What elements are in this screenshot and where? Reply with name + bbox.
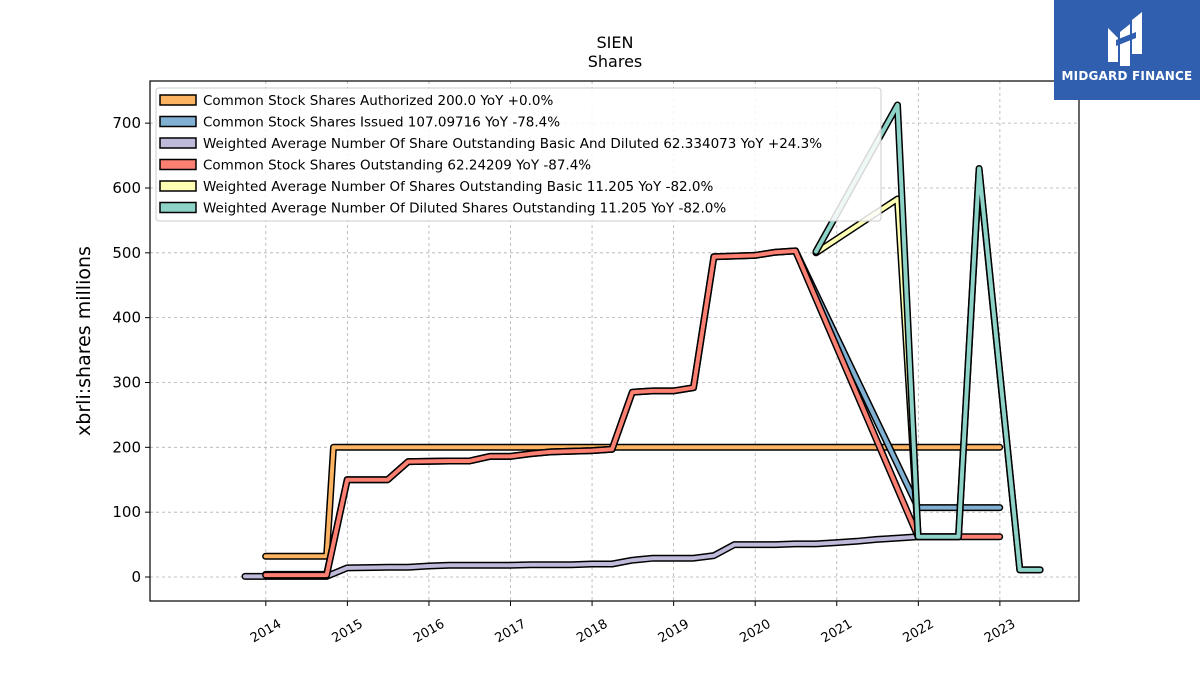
legend-label-6: Weighted Average Number Of Diluted Share…	[203, 201, 726, 217]
series-line-3	[243, 534, 921, 579]
legend-label-5: Weighted Average Number Of Shares Outsta…	[203, 179, 714, 195]
series-lines	[241, 101, 1044, 580]
x-tick-label: 2019	[656, 617, 692, 647]
series-outline-2	[262, 247, 1004, 578]
x-tick-label: 2021	[819, 617, 855, 647]
x-tick-label: 2015	[330, 617, 366, 647]
y-tick-label: 100	[112, 503, 141, 521]
legend-label-1: Common Stock Shares Authorized 200.0 YoY…	[203, 93, 553, 109]
legend-swatch-5	[159, 180, 197, 192]
legend-swatch-3	[159, 137, 197, 149]
series-outline-4	[262, 247, 1004, 579]
y-tick-label: 700	[112, 114, 141, 132]
legend-label-2: Common Stock Shares Issued 107.09716 YoY…	[203, 115, 560, 131]
y-axis-label: xbrli:shares millions	[73, 246, 95, 436]
plot-frame	[149, 80, 1080, 602]
legend: Common Stock Shares Authorized 200.0 YoY…	[155, 87, 882, 222]
legend-swatch-6	[159, 201, 197, 214]
series-line-2	[263, 248, 1002, 577]
y-tick-label: 400	[112, 309, 141, 327]
y-axis-ticks: 0 100 200 300 400 500 600 700	[112, 114, 150, 586]
legend-label-4: Common Stock Shares Outstanding 62.24209…	[203, 158, 591, 174]
x-tick-label: 2018	[574, 617, 610, 647]
legend-swatch-2	[159, 115, 197, 128]
legend-swatch-1	[159, 94, 197, 106]
brand-logo: MIDGARD FINANCE	[1054, 0, 1200, 100]
y-tick-label: 300	[112, 373, 141, 391]
x-tick-label: 2022	[900, 617, 936, 647]
legend-label-3: Weighted Average Number Of Share Outstan…	[203, 136, 822, 152]
series-line-4	[263, 248, 1002, 578]
x-tick-label: 2023	[982, 617, 1018, 647]
series-line-6	[814, 103, 1043, 572]
y-tick-label: 500	[112, 244, 141, 262]
y-tick-label: 0	[131, 568, 141, 586]
x-tick-label: 2017	[493, 617, 529, 647]
logo-mark-icon	[1108, 12, 1142, 66]
x-tick-label: 2016	[411, 617, 447, 647]
x-tick-label: 2014	[248, 617, 284, 647]
x-tick-label: 2020	[737, 617, 773, 647]
logo-text: MIDGARD FINANCE	[1061, 69, 1193, 83]
chart-title: SIEN	[597, 33, 634, 52]
chart-subtitle: Shares	[588, 52, 643, 71]
x-axis-ticks: 2014 2015 2016 2017 2018 2019 2020 2021 2022 2023	[248, 601, 1018, 646]
y-tick-label: 200	[112, 438, 141, 456]
legend-box	[155, 87, 882, 222]
legend-swatch-4	[159, 158, 197, 171]
y-tick-label: 600	[112, 179, 141, 197]
